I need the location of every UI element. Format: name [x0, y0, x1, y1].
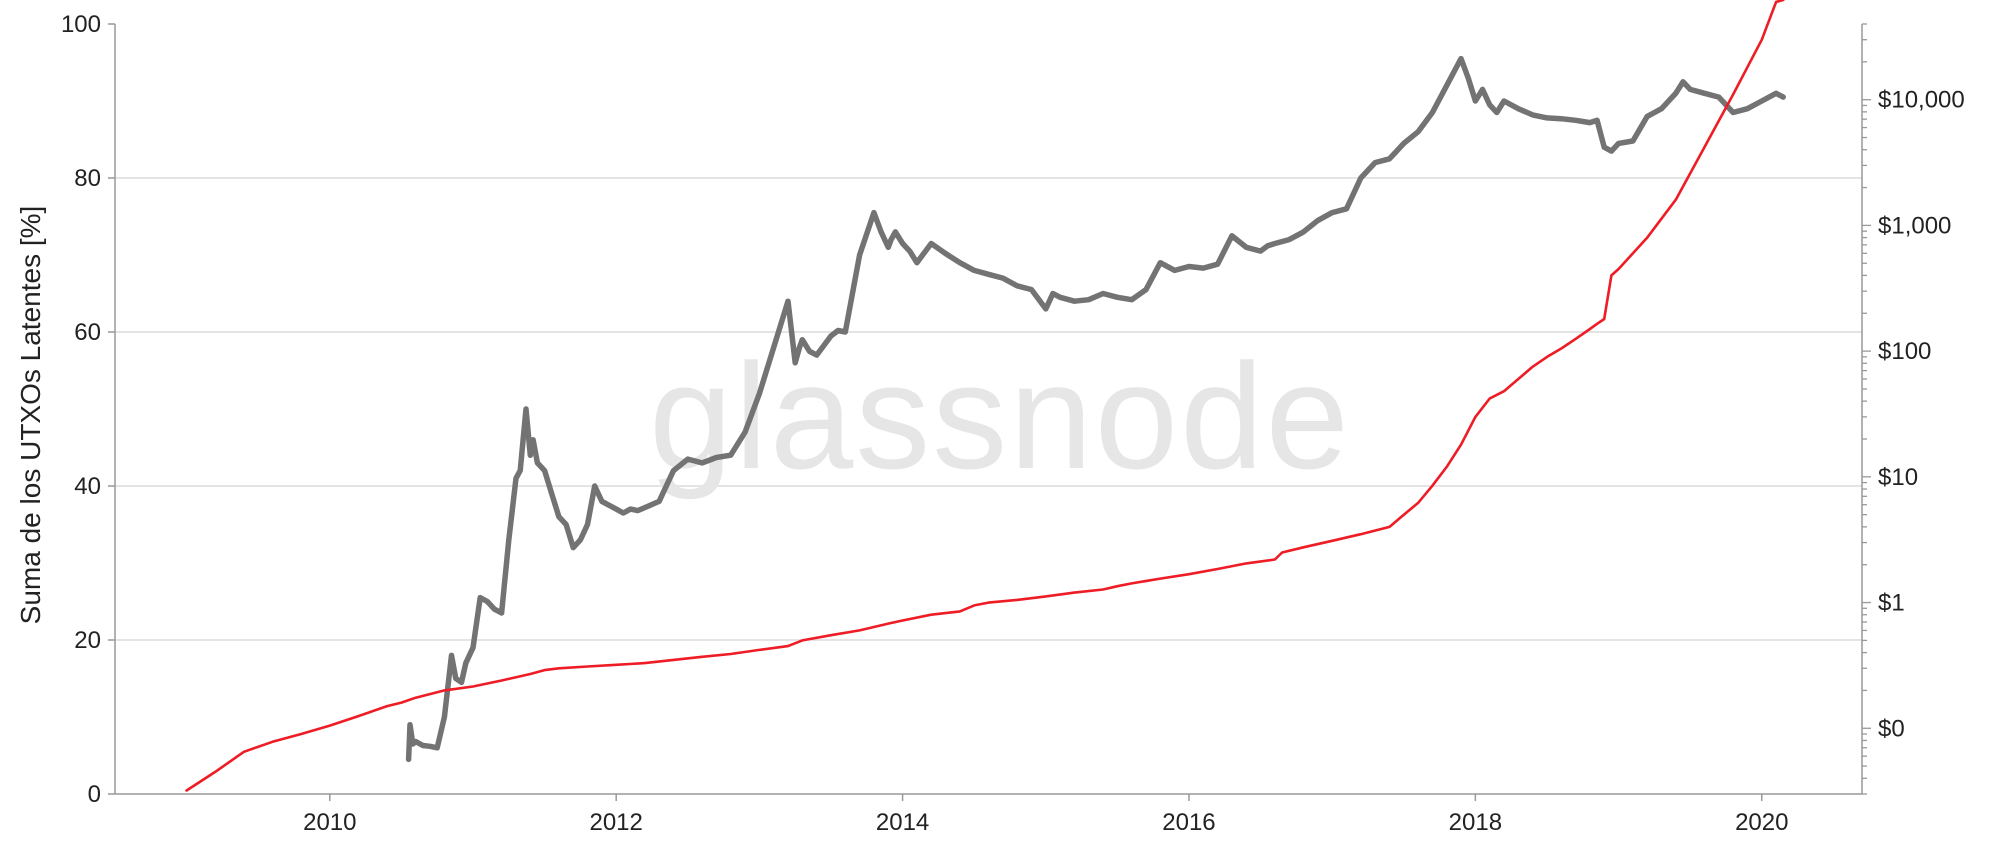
x-axis-ticks: 2010 2012 2014 2016 2018 2020 [303, 794, 1788, 836]
x-tick-label: 2014 [876, 809, 929, 836]
series-line-1 [185, 0, 1785, 792]
series-layer [185, 0, 1786, 792]
y-left-tick-label: 20 [74, 627, 101, 654]
y-left-tick-label: 100 [61, 11, 101, 38]
y-right-tick-label: $100 [1878, 338, 1931, 365]
x-tick-label: 2018 [1449, 809, 1502, 836]
watermark: glassnode [649, 332, 1351, 500]
y-right-tick-label: $0 [1878, 715, 1905, 742]
y-left-tick-label: 60 [74, 319, 101, 346]
series-line-0 [405, 55, 1786, 763]
y-right-tick-label: $10,000 [1878, 87, 1965, 114]
gridlines [115, 177, 1862, 641]
y-left-tick-label: 0 [88, 781, 101, 808]
axes [114, 24, 1863, 795]
x-tick-label: 2016 [1162, 809, 1215, 836]
x-tick-label: 2010 [303, 809, 356, 836]
y-axis-left-label: Suma de los UTXOs Latentes [%] [15, 206, 46, 625]
y-right-tick-label: $1,000 [1878, 212, 1951, 239]
y-left-tick-label: 40 [74, 473, 101, 500]
x-tick-label: 2020 [1735, 809, 1788, 836]
y-right-tick-label: $10 [1878, 464, 1918, 491]
y-left-axis-ticks: 0 20 40 60 80 100 [61, 11, 115, 808]
x-tick-label: 2012 [589, 809, 642, 836]
y-right-axis-ticks: $0 $1 $10 $100 $1,000 $10,000 [1862, 23, 1965, 795]
y-left-tick-label: 80 [74, 165, 101, 192]
y-right-tick-label: $1 [1878, 590, 1905, 617]
